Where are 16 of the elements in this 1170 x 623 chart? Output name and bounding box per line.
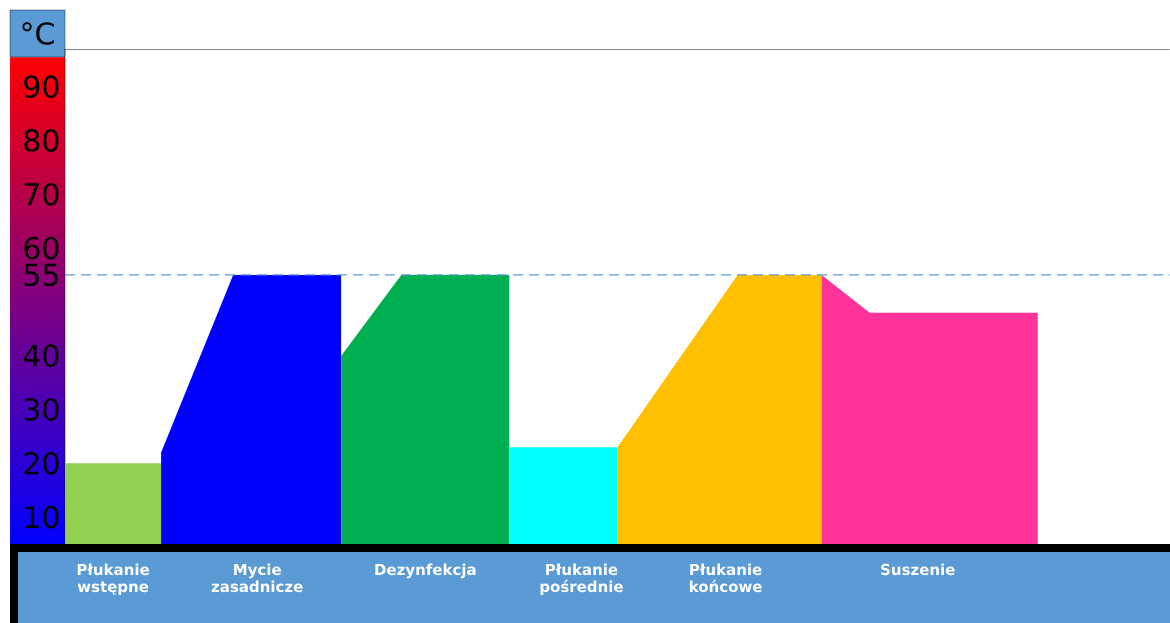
y-tick-label: 40 <box>23 344 59 368</box>
x-tick-label: Płukanie wstępne <box>77 563 149 596</box>
x-tick-label: Suszenie <box>881 563 955 576</box>
y-tick-label: 80 <box>24 129 59 152</box>
x-tick-label: Dezynfekcja <box>375 563 476 579</box>
y-tick-label: 30 <box>24 398 59 421</box>
x-tick-label: Mycie zasadnicze <box>211 563 303 593</box>
y-tick-label: 60 <box>24 236 59 260</box>
y-tick-label: 55 <box>24 263 58 287</box>
y-axis-title: °C <box>22 22 54 45</box>
y-tick-label: 10 <box>25 505 59 529</box>
y-tick-label: 70 <box>24 182 59 206</box>
x-tick-label: Płukanie końcowe <box>689 563 762 593</box>
y-tick-label: 20 <box>24 451 59 475</box>
y-tick-label: 90 <box>24 75 59 98</box>
x-tick-label: Płukanie pośrednie <box>540 563 623 596</box>
